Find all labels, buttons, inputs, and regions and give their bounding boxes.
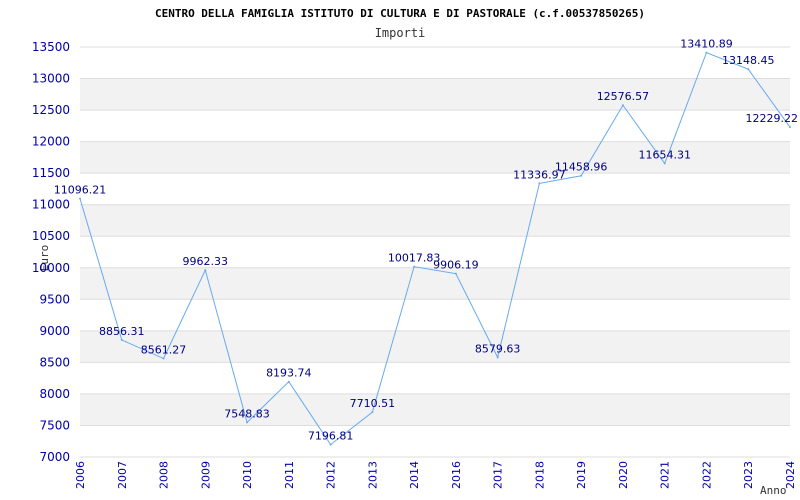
- data-point: [246, 421, 249, 424]
- grid-band: [80, 141, 790, 174]
- data-point: [747, 68, 750, 71]
- data-point: [621, 104, 624, 107]
- data-label: 11336.97: [513, 168, 566, 181]
- y-tick-label: 13500: [32, 40, 70, 54]
- data-label: 7196.81: [308, 430, 354, 443]
- data-point: [120, 338, 123, 341]
- grid-band: [80, 78, 790, 111]
- data-label: 12229.22: [746, 112, 799, 125]
- data-label: 13410.89: [680, 38, 733, 51]
- grid-band: [80, 204, 790, 237]
- series-line: [79, 51, 791, 446]
- y-tick-label: 10500: [32, 229, 70, 243]
- data-label: 7548.83: [224, 407, 270, 420]
- x-tick-label: 2008: [158, 461, 171, 489]
- data-label: 8856.31: [99, 325, 145, 338]
- y-axis-ticks: 7000 7500 8000 8500 9000 9500 10000 10500 11000 1…: [32, 40, 70, 464]
- y-tick-label: 11500: [32, 166, 70, 180]
- data-point: [79, 197, 81, 200]
- data-point: [162, 357, 165, 360]
- y-tick-label: 11000: [32, 198, 70, 212]
- grid-band: [80, 330, 790, 363]
- data-label: 8193.74: [266, 367, 312, 380]
- x-tick-label: 2014: [408, 461, 421, 489]
- x-tick-label: 2019: [575, 461, 588, 489]
- data-point: [789, 126, 791, 129]
- data-point: [538, 182, 541, 185]
- data-point: [496, 356, 499, 359]
- x-axis-label: Anno: [760, 484, 787, 497]
- y-tick-label: 9500: [39, 292, 70, 306]
- data-label: 8561.27: [141, 344, 187, 357]
- grid-band: [80, 393, 790, 426]
- data-point: [287, 380, 290, 383]
- y-tick-label: 9000: [39, 324, 70, 338]
- y-tick-label: 13000: [32, 72, 70, 86]
- x-tick-label: 2018: [533, 461, 546, 489]
- x-axis-ticks: 2006 2007 2008 2009 2010 2011 2012 2013 2014 2016…: [74, 461, 797, 489]
- data-label: 8579.63: [475, 342, 521, 355]
- x-tick-label: 2009: [199, 461, 212, 489]
- chart-subtitle: Importi: [375, 26, 426, 40]
- x-tick-label: 2007: [116, 461, 129, 489]
- y-tick-label: 12500: [32, 103, 70, 117]
- x-tick-label: 2016: [450, 461, 463, 489]
- x-tick-label: 2013: [366, 461, 379, 489]
- data-label: 9962.33: [183, 255, 229, 268]
- data-point: [705, 51, 708, 54]
- x-tick-label: 2020: [617, 461, 630, 489]
- data-point: [454, 272, 457, 275]
- y-tick-label: 7500: [39, 418, 70, 432]
- x-tick-label: 2024: [784, 461, 797, 489]
- data-label: 7710.51: [350, 397, 396, 410]
- data-point: [371, 411, 374, 414]
- data-label: 13148.45: [722, 54, 775, 67]
- y-tick-label: 8000: [39, 387, 70, 401]
- data-label: 11096.21: [54, 184, 107, 197]
- y-tick-label: 7000: [39, 450, 70, 464]
- data-point: [204, 269, 207, 272]
- data-point: [663, 162, 666, 165]
- x-tick-label: 2023: [742, 461, 755, 489]
- y-tick-label: 8500: [39, 355, 70, 369]
- y-tick-label: 12000: [32, 135, 70, 149]
- x-tick-label: 2017: [492, 461, 505, 489]
- data-point: [413, 265, 416, 268]
- gridlines: [80, 46, 790, 458]
- x-tick-label: 2021: [659, 461, 672, 489]
- x-tick-label: 2010: [241, 461, 254, 489]
- data-label: 10017.83: [388, 252, 441, 265]
- y-axis-label: Euro: [38, 245, 51, 272]
- data-labels: 11096.21 8856.31 8561.27 9962.33 7548.83 8193…: [54, 38, 798, 446]
- data-point: [329, 443, 332, 446]
- chart-title: CENTRO DELLA FAMIGLIA ISTITUTO DI CULTUR…: [155, 7, 645, 20]
- data-label: 11654.31: [638, 148, 691, 161]
- x-tick-label: 2011: [283, 461, 296, 489]
- grid-bands: [80, 78, 790, 426]
- x-tick-label: 2012: [325, 461, 338, 489]
- data-point: [580, 174, 583, 177]
- y-tick-label: 10000: [32, 261, 70, 275]
- data-label: 9906.19: [433, 259, 479, 272]
- data-label: 12576.57: [597, 90, 650, 103]
- data-label: 11458.96: [555, 161, 608, 174]
- x-tick-label: 2022: [700, 461, 713, 489]
- x-tick-label: 2006: [74, 461, 87, 489]
- grid-band: [80, 267, 790, 300]
